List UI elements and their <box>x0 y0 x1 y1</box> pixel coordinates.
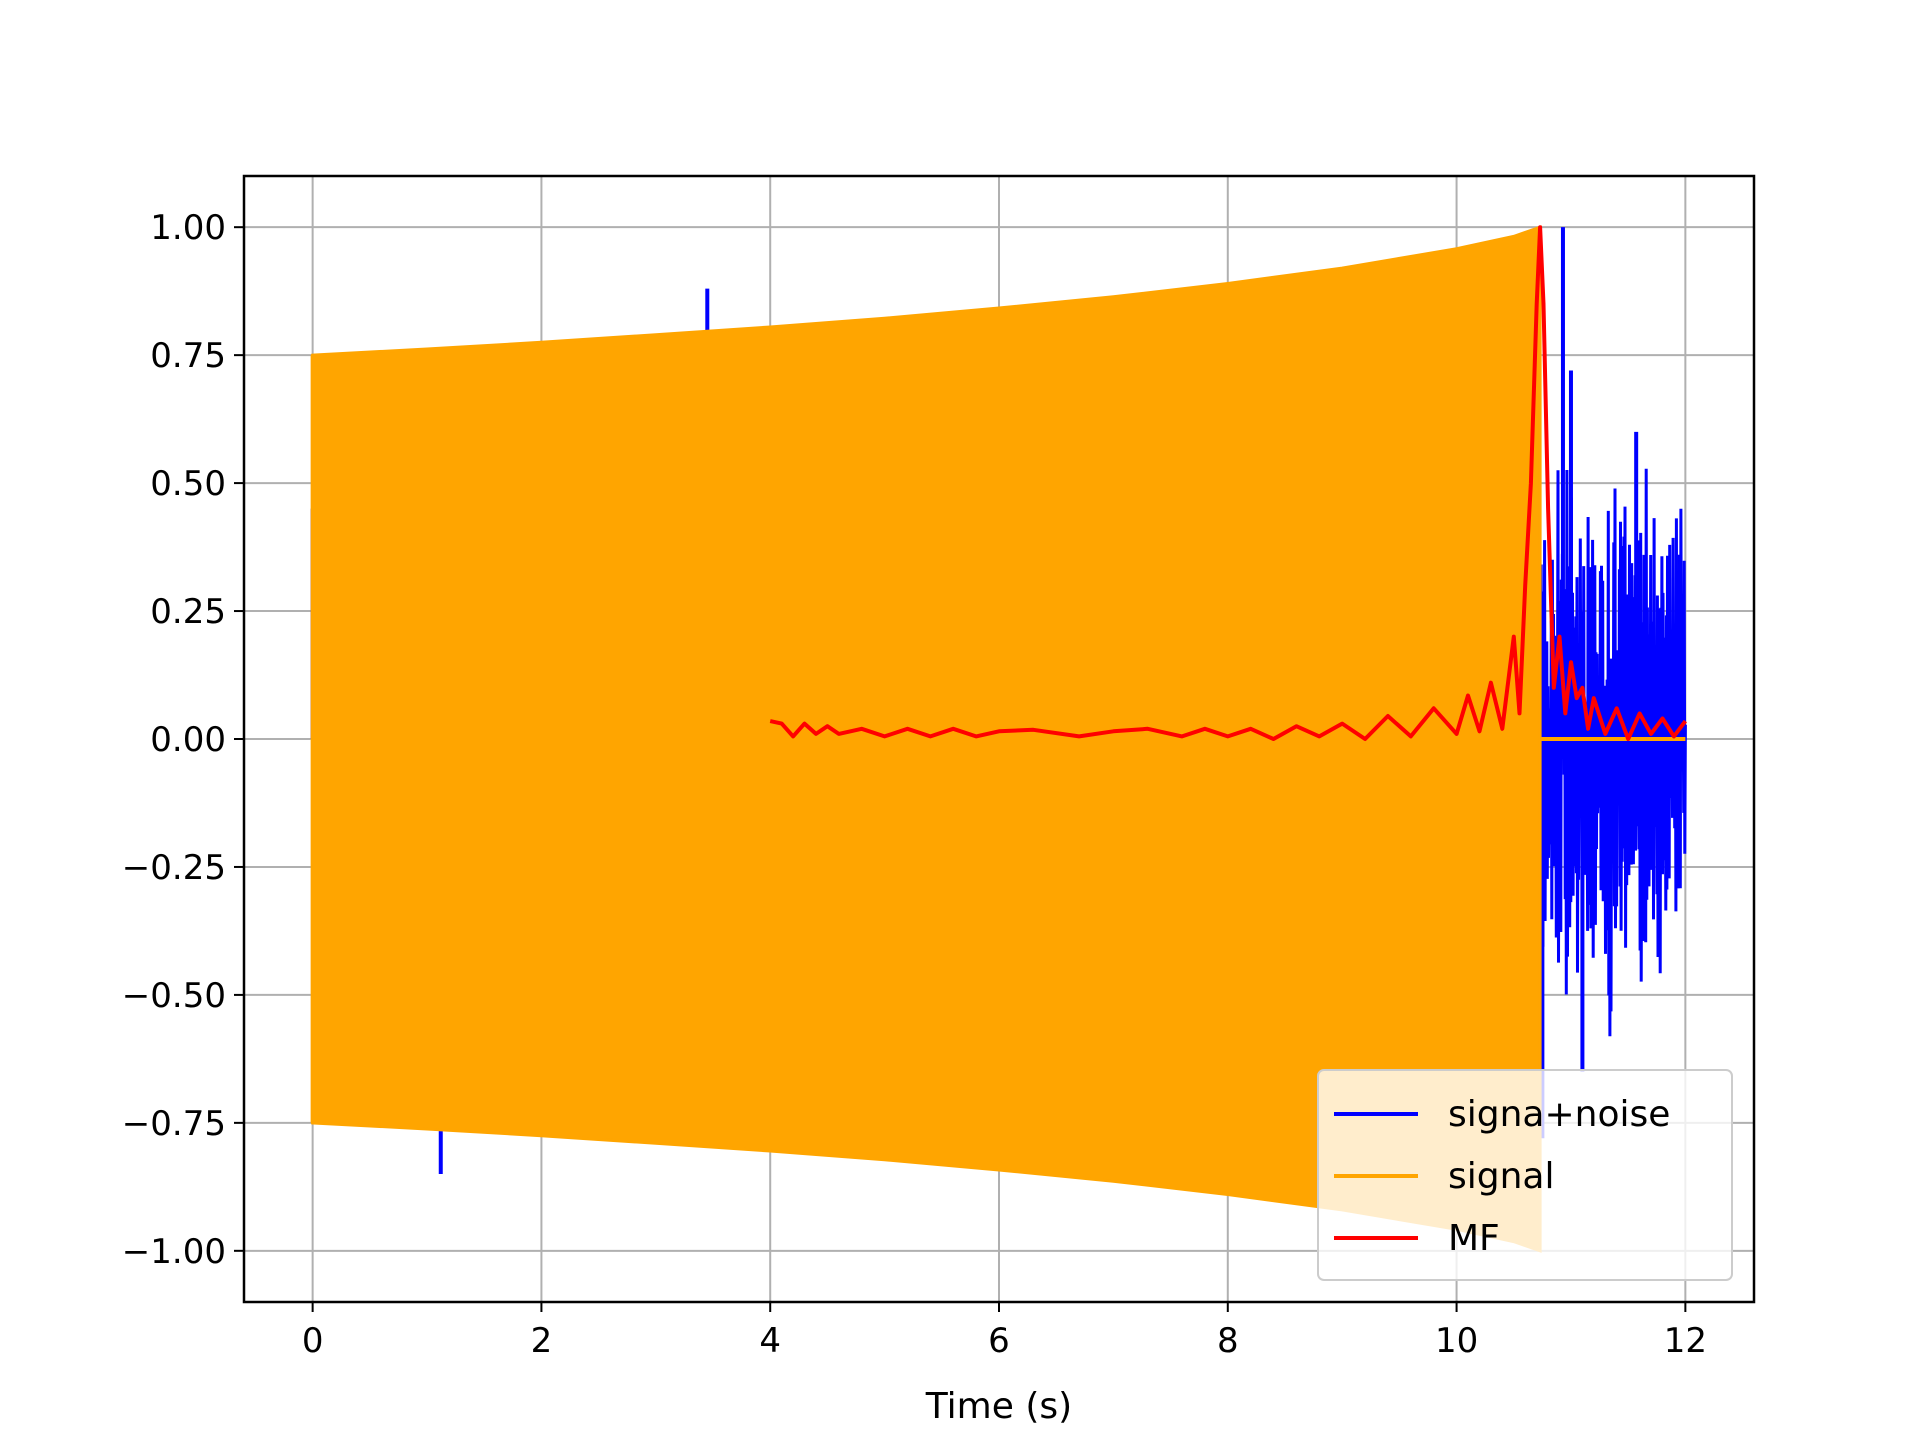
mf-line <box>769 225 1687 741</box>
x-tick-label: 2 <box>531 1321 553 1361</box>
legend: signa+noise signal MF <box>1317 1069 1733 1281</box>
x-tick-label: 10 <box>1435 1321 1478 1361</box>
series-mf <box>769 225 1687 741</box>
y-tick-label: −1.00 <box>122 1232 226 1272</box>
y-tick-label: −0.25 <box>122 848 226 888</box>
x-tick-label: 8 <box>1217 1321 1239 1361</box>
legend-label: MF <box>1448 1218 1500 1259</box>
series-layer <box>310 225 1687 1253</box>
legend-label: signa+noise <box>1448 1094 1670 1135</box>
x-tick-label: 0 <box>302 1321 324 1361</box>
y-tick-label: 1.00 <box>150 208 226 248</box>
y-ticks: 1.00 0.75 0.50 0.25 0.00 −0.25 −0.50 −0.75 −1.00 <box>122 208 244 1272</box>
y-tick-label: 0.25 <box>150 592 226 632</box>
x-tick-label: 6 <box>988 1321 1010 1361</box>
x-ticks: 0 2 4 6 8 10 12 <box>302 1302 1707 1361</box>
y-tick-label: −0.75 <box>122 1104 226 1144</box>
x-tick-label: 12 <box>1664 1321 1707 1361</box>
series-signal <box>310 225 1686 1253</box>
y-tick-label: 0.50 <box>150 464 226 504</box>
y-tick-label: −0.50 <box>122 976 226 1016</box>
legend-box <box>1317 1069 1733 1281</box>
y-tick-label: 0.75 <box>150 336 226 376</box>
x-axis-label: Time (s) <box>925 1386 1072 1427</box>
y-tick-label: 0.00 <box>150 720 226 760</box>
legend-label: signal <box>1448 1156 1555 1197</box>
x-tick-label: 4 <box>759 1321 781 1361</box>
